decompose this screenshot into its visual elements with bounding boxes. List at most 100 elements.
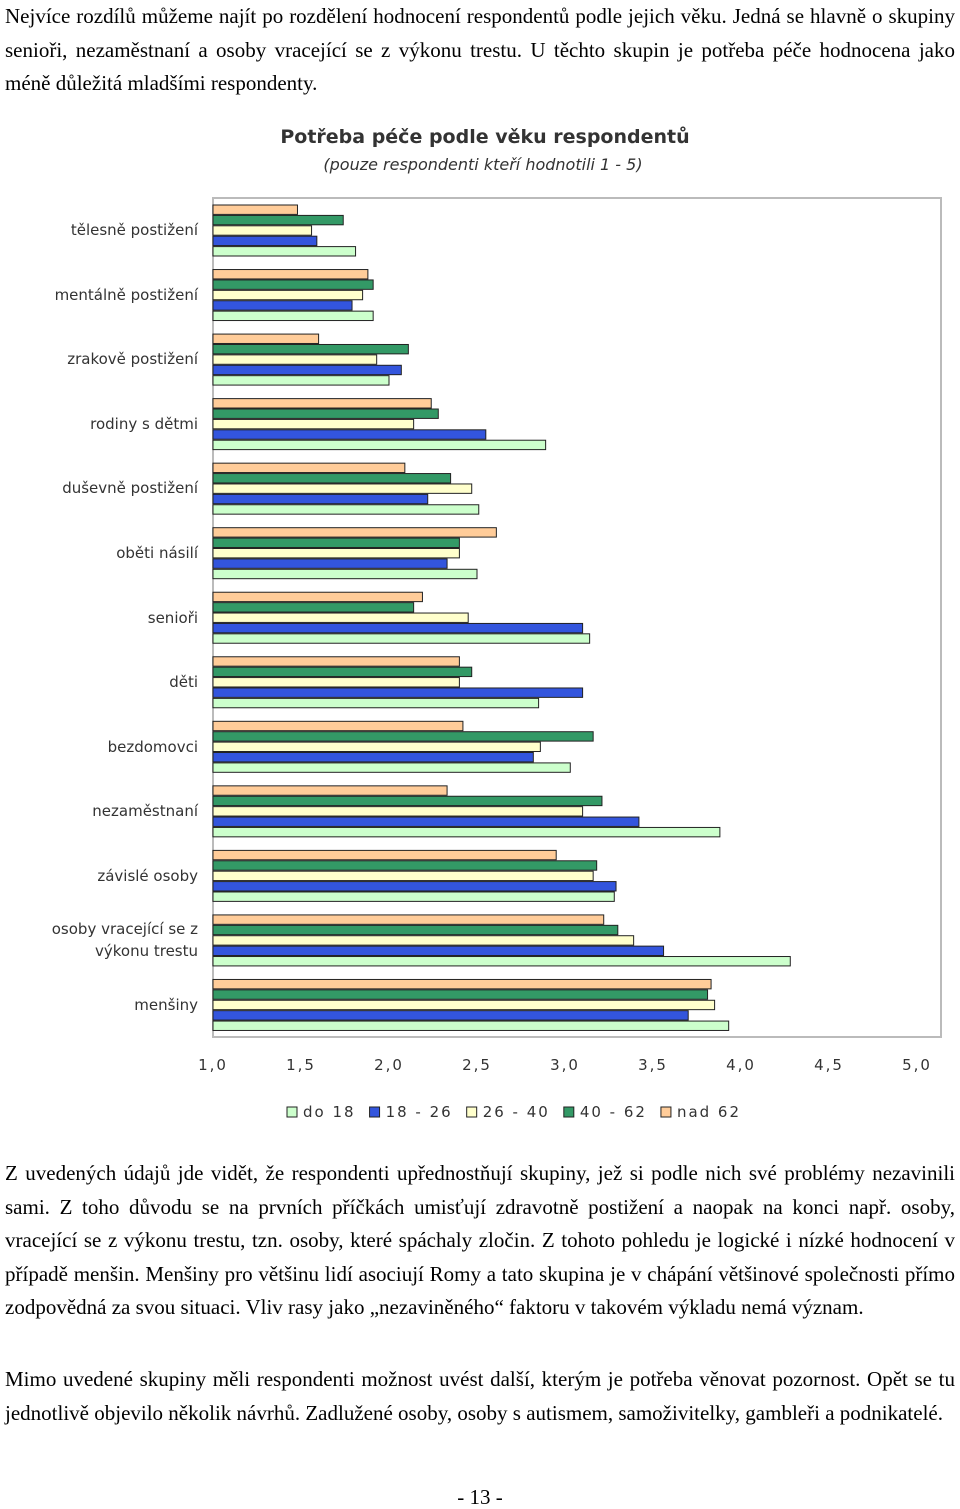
x-tick-label: 5,0 bbox=[902, 1056, 932, 1074]
bar bbox=[212, 537, 460, 548]
bar bbox=[212, 602, 415, 613]
bar bbox=[212, 483, 473, 494]
x-tick-label: 4,5 bbox=[814, 1056, 844, 1074]
legend-swatch bbox=[286, 1106, 298, 1118]
bar bbox=[212, 752, 534, 763]
legend-label: 26 - 40 bbox=[483, 1103, 550, 1121]
page-number: - 13 - bbox=[457, 1485, 503, 1509]
bar bbox=[212, 741, 541, 753]
bar bbox=[212, 462, 406, 474]
x-tick-label: 2,5 bbox=[462, 1056, 492, 1074]
bar bbox=[212, 612, 469, 623]
category-label: zrakově postižení bbox=[67, 350, 198, 369]
x-tick-label: 3,0 bbox=[550, 1056, 580, 1074]
bar bbox=[212, 956, 791, 967]
category-label: duševně postižení bbox=[62, 479, 198, 498]
legend-swatch bbox=[563, 1106, 575, 1118]
chart-title: Potřeba péče podle věku respondentů bbox=[280, 125, 689, 148]
category-label: senioři bbox=[147, 608, 198, 627]
bar bbox=[212, 429, 487, 440]
paragraph: Z uvedených údajů jde vidět, že responde… bbox=[5, 1161, 955, 1319]
category-label: závislé osoby bbox=[97, 866, 198, 885]
bar bbox=[212, 289, 364, 301]
bar bbox=[212, 493, 429, 505]
bar bbox=[212, 720, 464, 732]
bar bbox=[212, 300, 353, 311]
category-label: osoby vracející se z výkonu trestu bbox=[51, 920, 198, 961]
bar bbox=[212, 633, 591, 644]
category-label: nezaměstnaní bbox=[92, 802, 198, 821]
bar bbox=[212, 849, 557, 861]
bar bbox=[212, 527, 497, 538]
bar bbox=[212, 310, 374, 322]
chart-svg: Potřeba péče podle věku respondentů (pou… bbox=[198, 125, 942, 1121]
bar bbox=[212, 622, 584, 634]
bar bbox=[212, 235, 318, 247]
bar bbox=[212, 1020, 730, 1031]
bar bbox=[212, 999, 716, 1011]
bar bbox=[212, 246, 357, 257]
bar bbox=[212, 269, 369, 280]
legend-label: do 18 bbox=[303, 1103, 356, 1121]
bar bbox=[212, 204, 298, 215]
bar bbox=[212, 816, 640, 827]
chart: Potřeba péče podle věku respondentů (pou… bbox=[0, 120, 960, 1130]
category-label: rodiny s dětmi bbox=[90, 414, 198, 433]
bar bbox=[212, 279, 374, 290]
bar bbox=[212, 591, 423, 603]
bar bbox=[212, 568, 478, 580]
legend-label: 40 - 62 bbox=[580, 1103, 647, 1121]
bar bbox=[212, 945, 665, 957]
bar bbox=[212, 785, 448, 796]
bar bbox=[212, 806, 584, 817]
bar bbox=[212, 418, 415, 430]
legend-swatch bbox=[466, 1106, 478, 1118]
bar bbox=[212, 826, 721, 838]
category-label: bezdomovci bbox=[107, 737, 198, 756]
bar bbox=[212, 656, 460, 667]
category-label: oběti násilí bbox=[116, 543, 198, 562]
bar bbox=[212, 398, 432, 409]
bar bbox=[212, 375, 390, 386]
x-tick-label: 1,0 bbox=[198, 1056, 228, 1074]
bar bbox=[212, 439, 547, 451]
bar bbox=[212, 731, 594, 742]
paragraph: Nejvíce rozdílů můžeme najít po rozdělen… bbox=[5, 4, 955, 95]
bar bbox=[212, 762, 571, 773]
x-tick-label: 1,5 bbox=[286, 1056, 316, 1074]
bar bbox=[212, 881, 617, 892]
bar bbox=[212, 354, 378, 365]
bar bbox=[212, 687, 584, 698]
bar bbox=[212, 547, 460, 559]
bar bbox=[212, 697, 540, 709]
bar bbox=[212, 914, 605, 925]
bar bbox=[212, 891, 615, 902]
x-tick-label: 4,0 bbox=[726, 1056, 756, 1074]
legend-label: nad 62 bbox=[677, 1103, 741, 1121]
bar bbox=[212, 870, 594, 882]
bar bbox=[212, 473, 452, 484]
paragraph: Mimo uvedené skupiny měli respondenti mo… bbox=[5, 1367, 955, 1425]
category-label: tělesně postižení bbox=[70, 221, 198, 240]
bar bbox=[212, 924, 619, 936]
x-tick-label: 3,5 bbox=[638, 1056, 668, 1074]
bar bbox=[212, 333, 320, 344]
legend-label: 18 - 26 bbox=[386, 1103, 453, 1121]
bar bbox=[212, 214, 344, 226]
category-label: mentálně postižení bbox=[54, 285, 198, 304]
bar bbox=[212, 935, 635, 946]
bar bbox=[212, 504, 480, 515]
bar bbox=[212, 408, 439, 419]
legend-swatch bbox=[660, 1106, 672, 1118]
bar bbox=[212, 860, 598, 871]
chart-subtitle: (pouze respondenti kteří hodnotili 1 - 5… bbox=[323, 155, 642, 174]
bar bbox=[212, 989, 709, 1000]
bar bbox=[212, 225, 313, 236]
bar bbox=[212, 343, 409, 355]
bar bbox=[212, 978, 712, 990]
bar bbox=[212, 1010, 689, 1021]
bar bbox=[212, 558, 448, 569]
category-label: děti bbox=[169, 673, 198, 692]
bar bbox=[212, 677, 460, 688]
